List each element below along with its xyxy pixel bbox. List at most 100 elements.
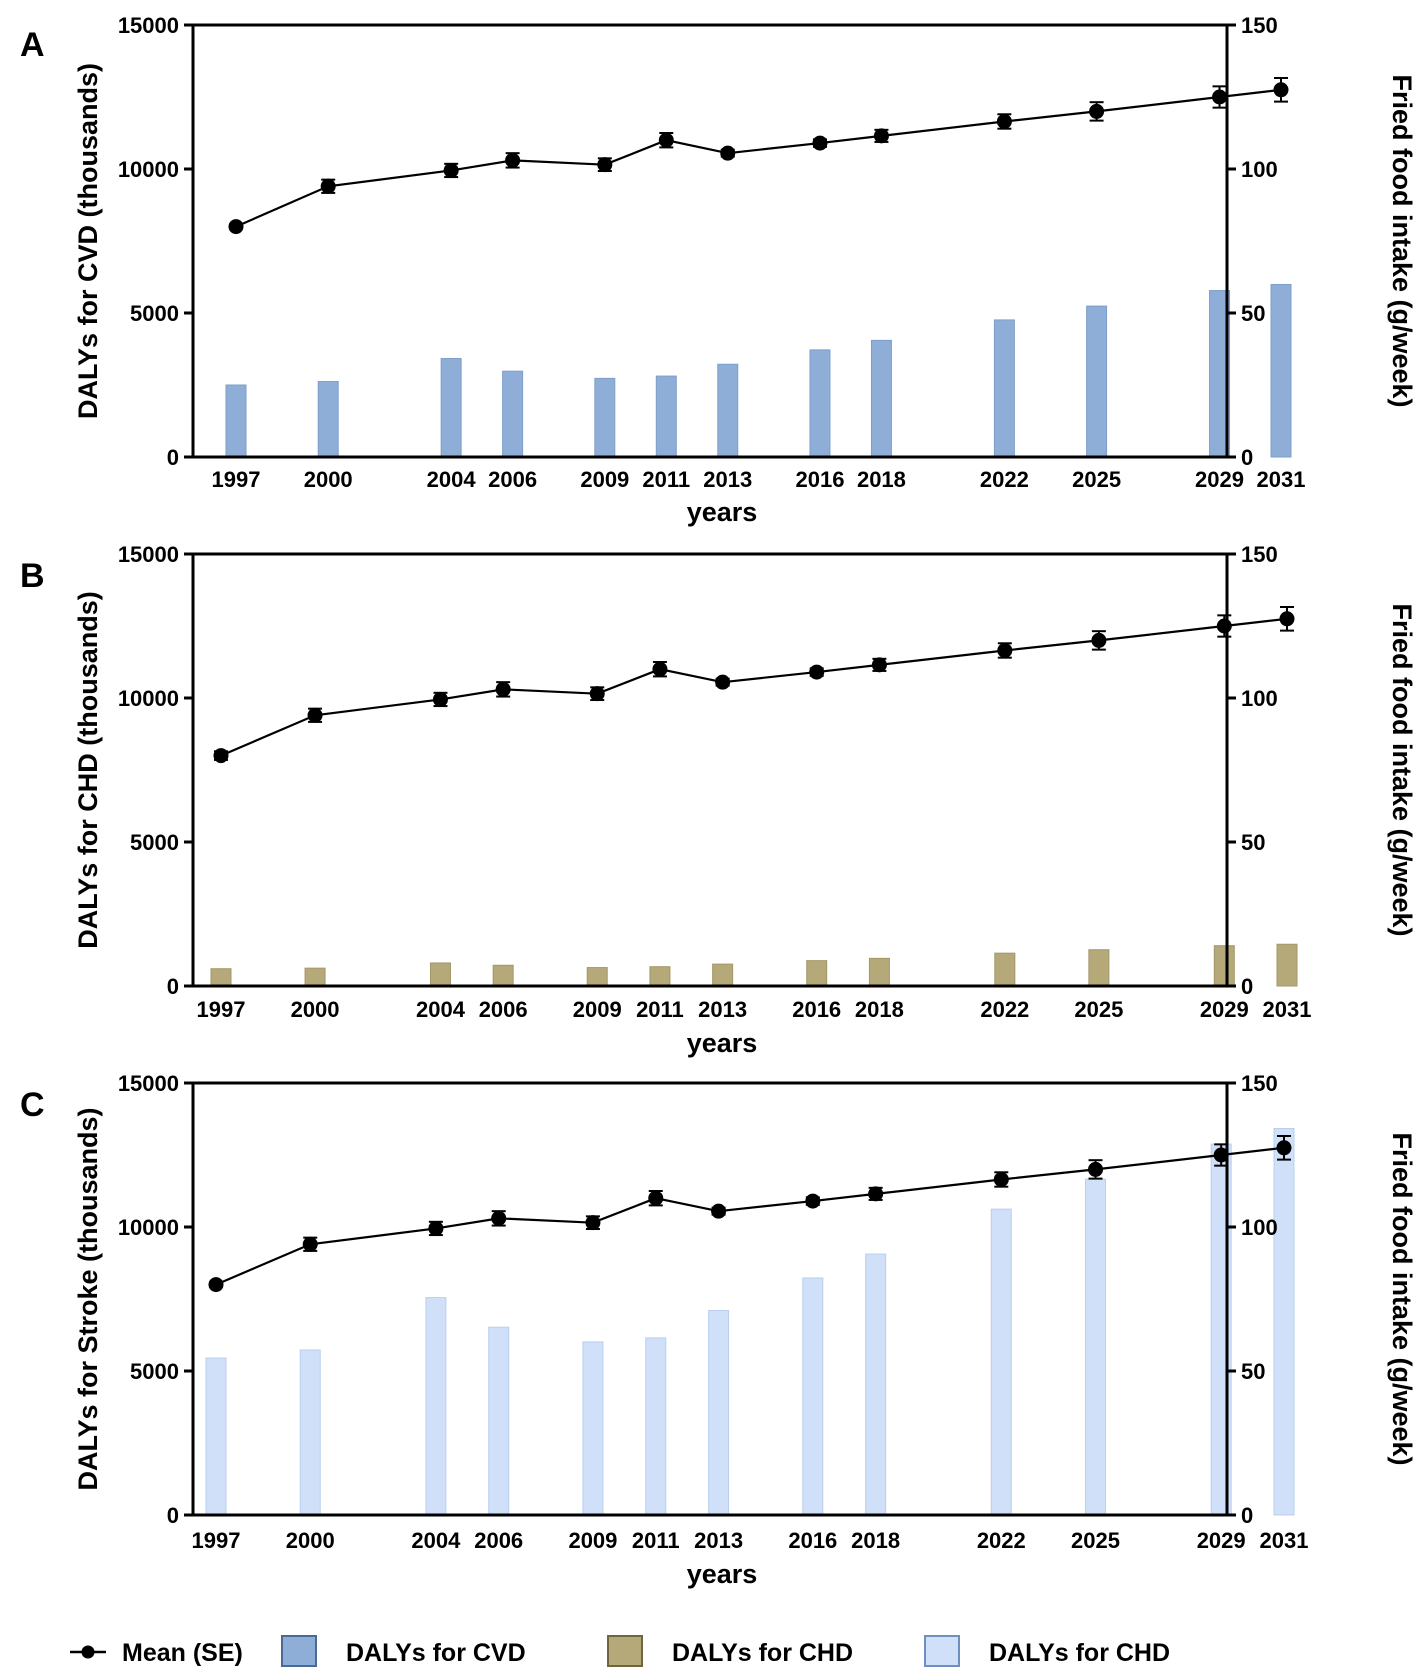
mean-point-2029 bbox=[1213, 1147, 1229, 1163]
mean-point-2006 bbox=[505, 152, 521, 168]
mean-point-1997 bbox=[208, 1277, 224, 1293]
x-tick-label: 1997 bbox=[212, 467, 261, 492]
left-tick-label: 5000 bbox=[130, 1359, 179, 1384]
mean-point-2025 bbox=[1088, 1161, 1104, 1177]
bar-2000 bbox=[304, 967, 326, 987]
mean-point-2022 bbox=[997, 642, 1013, 658]
y-axis-title-right: Fried food intake (g/week) bbox=[1387, 603, 1417, 936]
mean-point-2029 bbox=[1212, 89, 1228, 105]
x-tick-label: 2006 bbox=[488, 467, 537, 492]
mean-point-2016 bbox=[812, 135, 828, 151]
left-tick-label: 15000 bbox=[118, 1071, 179, 1096]
bar-2011 bbox=[649, 966, 671, 987]
mean-point-2013 bbox=[720, 145, 736, 161]
bar-1997 bbox=[205, 1357, 227, 1516]
mean-point-2022 bbox=[996, 113, 1012, 129]
legend: Mean (SE) DALYs for CVD DALYs for CHD DALYs… bbox=[70, 1635, 1170, 1667]
bar-2004 bbox=[425, 1297, 447, 1516]
bar-2011 bbox=[645, 1337, 667, 1516]
legend-swatch bbox=[281, 1635, 317, 1667]
left-tick-label: 10000 bbox=[118, 686, 179, 711]
right-tick-label: 50 bbox=[1241, 301, 1265, 326]
bar-2031 bbox=[1270, 283, 1292, 458]
mean-point-1997 bbox=[213, 748, 229, 764]
mean-point-2004 bbox=[443, 162, 459, 178]
mean-point-2022 bbox=[993, 1171, 1009, 1187]
right-tick-label: 50 bbox=[1241, 1359, 1265, 1384]
x-tick-label: 2016 bbox=[792, 997, 841, 1022]
right-tick-label: 100 bbox=[1241, 686, 1278, 711]
mean-point-2011 bbox=[648, 1190, 664, 1206]
bar-2004 bbox=[429, 962, 451, 987]
x-tick-label: 2031 bbox=[1260, 1528, 1309, 1553]
mean-point-2018 bbox=[868, 1186, 884, 1202]
x-tick-label: 2018 bbox=[855, 997, 904, 1022]
x-tick-label: 2022 bbox=[977, 1528, 1026, 1553]
bar-2022 bbox=[990, 1208, 1012, 1516]
x-tick-label: 2022 bbox=[980, 467, 1029, 492]
left-tick-label: 0 bbox=[167, 1503, 179, 1528]
mean-point-2006 bbox=[495, 681, 511, 697]
x-tick-label: 2000 bbox=[304, 467, 353, 492]
y-axis-title-left: DALYs for CVD (thousands) bbox=[73, 63, 103, 419]
x-tick-label: 2013 bbox=[698, 997, 747, 1022]
bar-2018 bbox=[865, 1253, 887, 1516]
right-tick-label: 100 bbox=[1241, 157, 1278, 182]
panel-letter: B bbox=[20, 557, 45, 595]
x-tick-label: 2022 bbox=[980, 997, 1029, 1022]
mean-point-2025 bbox=[1089, 103, 1105, 119]
mean-point-1997 bbox=[228, 219, 244, 235]
left-tick-label: 15000 bbox=[118, 542, 179, 567]
right-tick-label: 150 bbox=[1241, 13, 1278, 38]
x-tick-label: 2031 bbox=[1257, 467, 1306, 492]
mean-line bbox=[220, 617, 1288, 757]
bar-2022 bbox=[994, 952, 1016, 987]
mean-point-2000 bbox=[307, 707, 323, 723]
x-axis-title: years bbox=[687, 1028, 758, 1058]
bar-2009 bbox=[594, 377, 616, 458]
mean-line bbox=[235, 88, 1282, 228]
panel-letter: C bbox=[20, 1086, 45, 1124]
x-tick-label: 2025 bbox=[1072, 467, 1121, 492]
mean-point-2031 bbox=[1279, 611, 1295, 627]
legend-marker bbox=[81, 1645, 95, 1659]
legend-label: DALYs for CHD bbox=[989, 1639, 1170, 1667]
bar-2031 bbox=[1276, 943, 1298, 987]
legend-label: DALYs for CHD bbox=[672, 1639, 853, 1667]
bar-2009 bbox=[582, 1341, 604, 1516]
x-axis-title: years bbox=[687, 497, 758, 527]
x-tick-label: 2016 bbox=[788, 1528, 837, 1553]
x-tick-label: 2029 bbox=[1200, 997, 1249, 1022]
bar-2016 bbox=[802, 1277, 824, 1516]
bar-2018 bbox=[870, 339, 892, 458]
bar-1997 bbox=[210, 968, 232, 987]
mean-point-2029 bbox=[1216, 618, 1232, 634]
x-tick-label: 2011 bbox=[636, 997, 684, 1022]
bar-2025 bbox=[1086, 305, 1108, 458]
x-tick-label: 2009 bbox=[573, 997, 622, 1022]
mean-point-2013 bbox=[711, 1203, 727, 1219]
mean-point-2004 bbox=[432, 691, 448, 707]
mean-point-2016 bbox=[809, 664, 825, 680]
right-tick-label: 100 bbox=[1241, 1215, 1278, 1240]
chart-panel-a: 0 5000 10000 15000 0 50 100 150 1997 2000 2004 2006… bbox=[20, 13, 1417, 527]
x-tick-label: 2009 bbox=[568, 1528, 617, 1553]
legend-label: DALYs for CVD bbox=[346, 1639, 526, 1667]
x-tick-label: 2006 bbox=[479, 997, 528, 1022]
bar-2016 bbox=[809, 349, 831, 458]
mean-point-2018 bbox=[871, 657, 887, 673]
x-tick-label: 2011 bbox=[642, 467, 690, 492]
bar-2006 bbox=[492, 964, 514, 987]
right-tick-label: 0 bbox=[1241, 974, 1253, 999]
bar-2018 bbox=[868, 957, 890, 987]
bar-2000 bbox=[317, 381, 339, 458]
legend-label: Mean (SE) bbox=[122, 1639, 243, 1667]
bar-2031 bbox=[1273, 1128, 1295, 1516]
x-tick-label: 2009 bbox=[580, 467, 629, 492]
x-tick-label: 2000 bbox=[286, 1528, 335, 1553]
mean-point-2018 bbox=[873, 128, 889, 144]
left-tick-label: 0 bbox=[167, 445, 179, 470]
bar-1997 bbox=[225, 384, 247, 458]
x-tick-label: 2006 bbox=[474, 1528, 523, 1553]
